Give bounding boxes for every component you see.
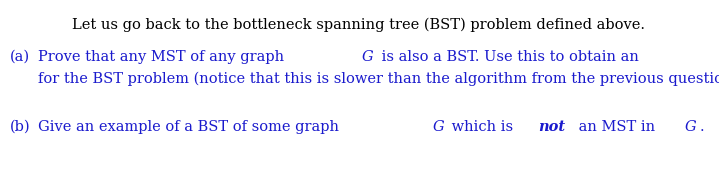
Text: Give an example of a BST of some graph: Give an example of a BST of some graph: [38, 120, 344, 134]
Text: (a): (a): [10, 50, 30, 64]
Text: G: G: [362, 50, 373, 64]
Text: which is: which is: [447, 120, 518, 134]
Text: Prove that any MST of any graph: Prove that any MST of any graph: [38, 50, 289, 64]
Text: Let us go back to the bottleneck spanning tree (BST) problem defined above.: Let us go back to the bottleneck spannin…: [73, 18, 646, 32]
Text: an MST in: an MST in: [574, 120, 659, 134]
Text: for the BST problem (notice that this is slower than the algorithm from the prev: for the BST problem (notice that this is…: [38, 72, 719, 86]
Text: is also a BST. Use this to obtain an: is also a BST. Use this to obtain an: [377, 50, 643, 64]
Text: (b): (b): [10, 120, 31, 134]
Text: G: G: [684, 120, 696, 134]
Text: not: not: [539, 120, 566, 134]
Text: G: G: [432, 120, 444, 134]
Text: .: .: [700, 120, 704, 134]
